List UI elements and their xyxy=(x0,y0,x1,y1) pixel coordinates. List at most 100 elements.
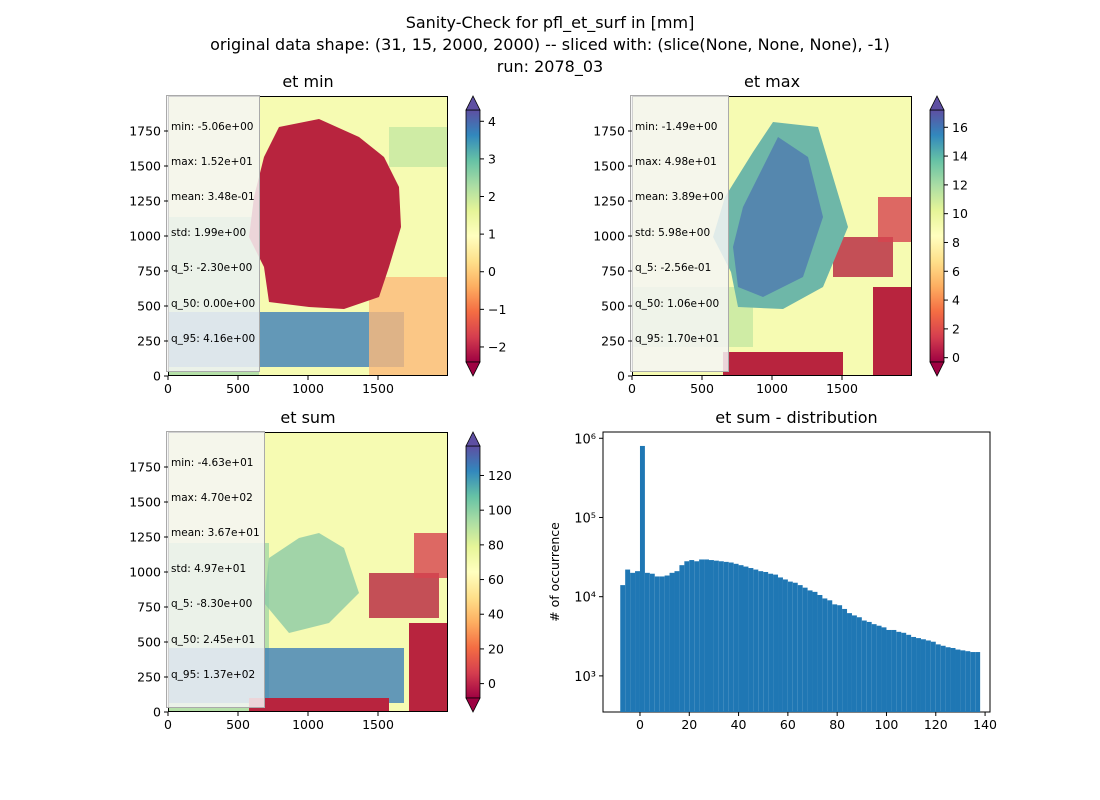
histogram-bar xyxy=(713,560,719,712)
histogram-bar xyxy=(851,615,857,712)
histogram-bar xyxy=(812,591,818,712)
histogram-x-tick-label: 60 xyxy=(780,717,796,732)
figure-title-line-2: original data shape: (31, 15, 2000, 2000… xyxy=(210,35,890,54)
histogram-y-tick-label: 10⁴ xyxy=(574,591,596,606)
histogram-bar xyxy=(694,561,700,712)
histogram-x-tick-label: 20 xyxy=(681,717,697,732)
stat-line: max: 1.52e+01 xyxy=(171,155,253,168)
histogram-bar xyxy=(635,571,640,712)
histogram-bar xyxy=(945,647,951,712)
histogram-bar xyxy=(753,569,759,712)
histogram-bar xyxy=(866,621,872,712)
histogram-bar xyxy=(975,652,981,712)
histogram-bar xyxy=(856,617,862,712)
histogram-bar xyxy=(925,640,931,712)
histogram-bar xyxy=(669,572,675,712)
figure-title-line-3: run: 2078_03 xyxy=(496,57,604,76)
stat-line: mean: 3.89e+00 xyxy=(635,191,724,204)
histogram-bar xyxy=(625,569,631,712)
et-min-stats: min: -5.06e+00 max: 1.52e+01 mean: 3.48e… xyxy=(166,95,261,373)
histogram-bar xyxy=(708,560,714,712)
histogram-x-tick-label: 140 xyxy=(973,717,997,732)
stat-line: std: 1.99e+00 xyxy=(171,226,247,239)
histogram-bar xyxy=(699,559,705,712)
histogram-bar xyxy=(881,627,887,712)
stat-line: max: 4.98e+01 xyxy=(635,155,717,168)
histogram-bar xyxy=(773,574,779,712)
histogram-bar xyxy=(684,561,690,712)
histogram-x-tick-label: 40 xyxy=(731,717,747,732)
histogram-bar xyxy=(896,631,902,712)
histogram-bar xyxy=(802,587,808,712)
stat-line: min: -5.06e+00 xyxy=(171,120,254,133)
histogram-y-tick-label: 10⁵ xyxy=(574,511,596,526)
et-sum-title: et sum xyxy=(280,408,336,427)
histogram-y-axis-label: # of occurrence xyxy=(547,522,562,622)
histogram-bar xyxy=(704,559,709,712)
histogram-bar xyxy=(935,644,941,712)
histogram-bar xyxy=(817,595,823,712)
stat-line: std: 4.97e+01 xyxy=(171,562,247,575)
histogram-bar xyxy=(906,634,912,712)
stat-line: q_95: 4.16e+00 xyxy=(171,332,256,345)
histogram-bar xyxy=(689,560,695,712)
histogram-bar xyxy=(950,647,956,712)
stat-line: q_95: 1.37e+02 xyxy=(171,668,256,681)
histogram-bar xyxy=(876,625,882,712)
histogram-bar xyxy=(970,652,976,712)
histogram-x-tick-label: 120 xyxy=(924,717,948,732)
histogram-bar xyxy=(837,605,843,712)
stat-line: max: 4.70e+02 xyxy=(171,491,253,504)
histogram-bar xyxy=(955,649,961,712)
histogram-bar xyxy=(861,620,867,712)
stat-line: q_5: -2.30e+00 xyxy=(171,262,253,275)
et-max-stats: min: -1.49e+00 max: 4.98e+01 mean: 3.89e… xyxy=(630,95,729,373)
et-sum-stats: min: -4.63e+01 max: 4.70e+02 mean: 3.67e… xyxy=(166,431,265,709)
histogram-bar xyxy=(679,565,685,712)
histogram-title: et sum - distribution xyxy=(715,408,878,427)
stat-line: min: -4.63e+01 xyxy=(171,456,254,469)
histogram-bar xyxy=(901,632,907,712)
stat-line: q_95: 1.70e+01 xyxy=(635,332,720,345)
histogram-bar xyxy=(787,581,793,712)
stat-line: std: 5.98e+00 xyxy=(635,226,711,239)
histogram-bar xyxy=(630,572,636,712)
histogram-bar xyxy=(940,645,946,712)
stat-line: min: -1.49e+00 xyxy=(635,120,718,133)
histogram-x-tick-label: 80 xyxy=(829,717,845,732)
histogram-bar xyxy=(822,598,828,712)
stat-line: mean: 3.67e+01 xyxy=(171,527,260,540)
histogram-bar xyxy=(797,585,803,712)
histogram-bar xyxy=(792,582,798,712)
stat-line: q_50: 2.45e+01 xyxy=(171,633,256,646)
stat-line: q_50: 1.06e+00 xyxy=(635,297,720,310)
histogram-y-tick-label: 10³ xyxy=(574,670,596,685)
histogram-bar xyxy=(847,613,852,712)
histogram-bar xyxy=(827,600,833,712)
histogram-bar xyxy=(748,568,754,712)
histogram-bar xyxy=(758,571,764,712)
histogram-bar xyxy=(960,650,966,712)
histogram-bar xyxy=(782,579,788,712)
histogram-bar xyxy=(871,624,877,712)
histogram-bar xyxy=(649,573,655,712)
histogram-bar xyxy=(718,561,724,712)
histogram-bar xyxy=(832,604,838,712)
histogram-bar xyxy=(733,563,739,712)
histogram-bar xyxy=(639,445,645,712)
stat-line: q_5: -2.56e-01 xyxy=(635,262,712,275)
histogram-bar xyxy=(664,575,670,712)
histogram-bar xyxy=(654,576,660,712)
stat-line: q_5: -8.30e+00 xyxy=(171,598,253,611)
figure-title-line-1: Sanity-Check for pfl_et_surf in [mm] xyxy=(405,13,695,32)
histogram-bar xyxy=(644,572,650,712)
histogram-bar xyxy=(743,566,749,712)
histogram-bar xyxy=(916,638,921,712)
histogram-bar xyxy=(930,641,936,712)
histogram-bar xyxy=(842,608,848,712)
histogram-x-tick-label: 100 xyxy=(875,717,899,732)
histogram-bar xyxy=(891,629,897,712)
histogram-bar xyxy=(768,573,774,712)
histogram-bar xyxy=(728,562,734,712)
